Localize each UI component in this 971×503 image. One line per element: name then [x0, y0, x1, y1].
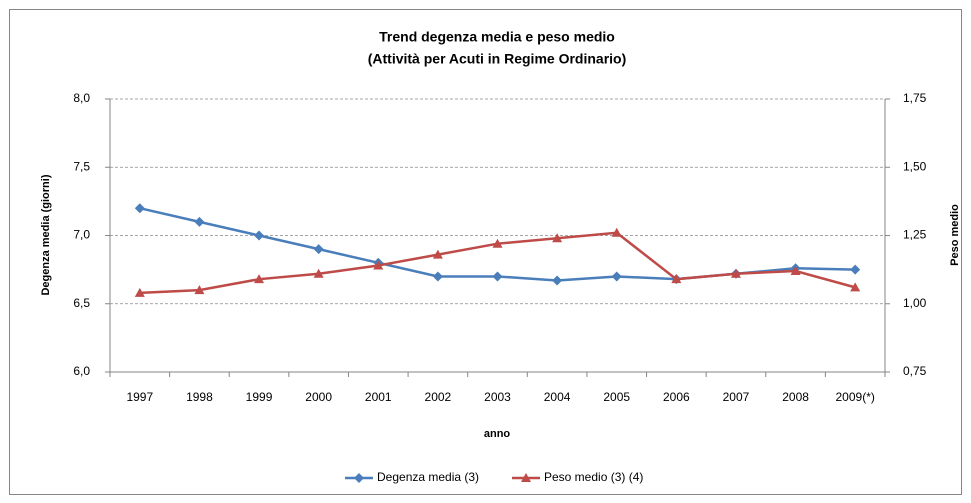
marker: [611, 271, 622, 282]
y2-tick-label: 1,50: [903, 159, 927, 173]
marker: [194, 216, 205, 227]
marker: [134, 203, 145, 214]
marker: [850, 264, 861, 275]
chart-border: [9, 9, 962, 495]
marker: [313, 244, 324, 255]
y-tick-label: 8,0: [73, 91, 90, 105]
y2-tick-label: 1,00: [903, 296, 927, 310]
y2-tick-label: 1,75: [903, 91, 927, 105]
chart-title: Trend degenza media e peso medio: [379, 29, 615, 45]
marker: [790, 265, 801, 275]
marker: [552, 233, 563, 243]
x-tick-label: 2000: [305, 390, 332, 404]
y2-tick-label: 1,25: [903, 228, 927, 242]
x-tick-label: 2007: [723, 390, 750, 404]
x-tick-label: 2005: [603, 390, 630, 404]
x-tick-label: 1999: [246, 390, 273, 404]
y-tick-label: 7,0: [73, 228, 90, 242]
y-tick-label: 7,5: [73, 159, 90, 173]
x-tick-label: 1997: [126, 390, 153, 404]
marker: [671, 274, 682, 284]
marker: [194, 285, 205, 295]
chart-subtitle: (Attività per Acuti in Regime Ordinario): [368, 51, 627, 67]
y-axis-title: Degenza media (giorni): [40, 174, 52, 295]
legend-label: Degenza media (3): [377, 470, 479, 484]
marker: [134, 287, 145, 297]
marker: [730, 268, 741, 278]
x-tick-label: 2009(*): [836, 390, 875, 404]
legend-label: Peso medio (3) (4): [544, 470, 643, 484]
marker: [254, 230, 265, 241]
x-tick-label: 2002: [425, 390, 452, 404]
x-tick-label: 2008: [782, 390, 809, 404]
y2-axis-title: Peso medio: [949, 204, 961, 266]
marker: [373, 260, 384, 270]
x-tick-label: 1998: [186, 390, 213, 404]
marker: [313, 268, 324, 278]
marker: [354, 473, 364, 483]
marker: [611, 227, 622, 237]
x-tick-label: 2004: [544, 390, 571, 404]
marker: [432, 271, 443, 282]
x-tick-label: 2006: [663, 390, 690, 404]
x-tick-label: 2003: [484, 390, 511, 404]
marker: [492, 238, 503, 248]
marker: [850, 282, 861, 292]
x-tick-label: 2001: [365, 390, 392, 404]
marker: [492, 271, 503, 282]
marker: [552, 275, 563, 286]
marker: [521, 473, 531, 482]
y2-tick-label: 0,75: [903, 364, 927, 378]
x-axis-title: anno: [484, 428, 511, 440]
marker: [432, 249, 443, 259]
marker: [254, 274, 265, 284]
y-tick-label: 6,0: [73, 364, 90, 378]
y-tick-label: 6,5: [73, 296, 90, 310]
